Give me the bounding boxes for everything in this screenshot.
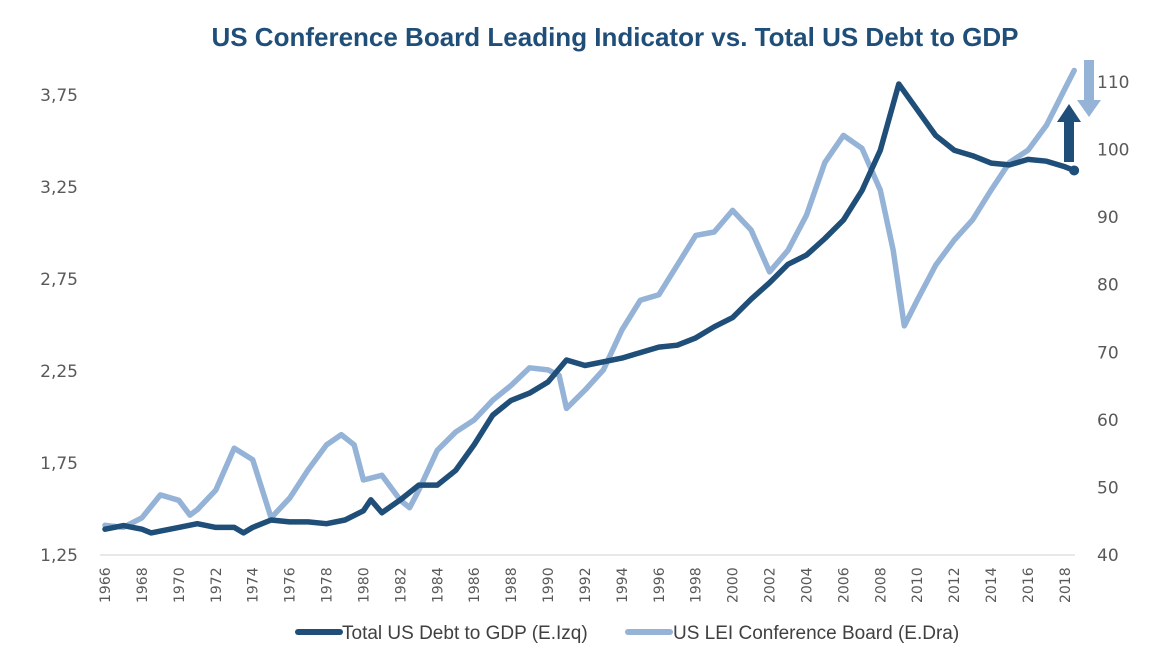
x-axis-tick-label: 1984 (430, 567, 446, 603)
x-axis-tick-label: 1968 (135, 567, 151, 603)
x-axis-tick-label: 1992 (578, 567, 594, 603)
annotation-layer (1057, 60, 1101, 162)
x-axis-tick-label: 2016 (1021, 567, 1037, 603)
x-axis-tick-label: 1996 (652, 567, 668, 603)
left-axis-tick-label: 3,25 (40, 178, 78, 198)
right-axis-tick-label: 100 (1097, 141, 1129, 161)
right-axis-tick-label: 90 (1097, 208, 1119, 228)
debt-end-marker (1069, 165, 1080, 176)
x-axis-tick-label: 2014 (984, 567, 1000, 603)
chart-title: US Conference Board Leading Indicator vs… (211, 22, 1019, 52)
x-axis-tick-label: 2000 (726, 567, 742, 603)
right-axis-tick-label: 50 (1097, 478, 1119, 498)
left-axis-ticks: 1,25 1,75 2,25 2,75 3,25 3,75 (40, 86, 78, 566)
x-axis-tick-label: 2008 (873, 567, 889, 603)
x-axis-tick-label: 2018 (1058, 567, 1074, 603)
up-arrow-icon (1057, 104, 1081, 162)
left-axis-tick-label: 3,75 (40, 86, 78, 106)
x-axis-tick-label: 2004 (799, 567, 815, 603)
lei-line (102, 67, 1077, 531)
x-axis-tick-label: 1982 (393, 567, 409, 603)
x-axis-tick-label: 1988 (504, 567, 520, 603)
x-axis-tick-label: 1974 (246, 567, 262, 603)
x-axis-tick-label: 2002 (763, 567, 779, 603)
left-axis-tick-label: 1,75 (40, 454, 78, 474)
legend-label: US LEI Conference Board (E.Dra) (673, 623, 959, 644)
legend: Total US Debt to GDP (E.Izq) US LEI Confe… (295, 623, 959, 644)
right-axis-tick-label: 110 (1097, 73, 1129, 93)
x-axis-tick-label: 1976 (283, 567, 299, 603)
down-arrow-icon (1077, 60, 1101, 117)
x-axis-ticks: 1966 1968 1970 1972 1974 1976 1978 1980 1982 1984… (98, 567, 1074, 603)
x-axis-tick-label: 1966 (98, 567, 114, 603)
x-axis-tick-label: 2010 (910, 567, 926, 603)
x-axis-tick-label: 2012 (947, 567, 963, 603)
right-axis-tick-label: 70 (1097, 343, 1119, 363)
x-axis-tick-label: 1994 (615, 567, 631, 603)
x-axis-tick-label: 1986 (467, 567, 483, 603)
right-axis-tick-label: 80 (1097, 276, 1119, 296)
x-axis-tick-label: 2006 (836, 567, 852, 603)
left-axis-tick-label: 2,75 (40, 270, 78, 290)
x-axis-tick-label: 1990 (541, 567, 557, 603)
x-axis-tick-label: 1998 (689, 567, 705, 603)
right-axis-tick-label: 60 (1097, 411, 1119, 431)
series-layer (102, 67, 1080, 536)
x-axis-tick-label: 1972 (209, 567, 225, 603)
right-axis-ticks: 40 50 60 70 80 90 100 110 (1097, 73, 1129, 566)
legend-label: Total US Debt to GDP (E.Izq) (342, 623, 588, 644)
right-axis-tick-label: 40 (1097, 546, 1119, 566)
left-axis-tick-label: 2,25 (40, 362, 78, 382)
debt-to-gdp-line (102, 81, 1077, 536)
left-axis-tick-label: 1,25 (40, 546, 78, 566)
x-axis-tick-label: 1980 (356, 567, 372, 603)
x-axis-tick-label: 1978 (320, 567, 336, 603)
x-axis-tick-label: 1970 (172, 567, 188, 603)
